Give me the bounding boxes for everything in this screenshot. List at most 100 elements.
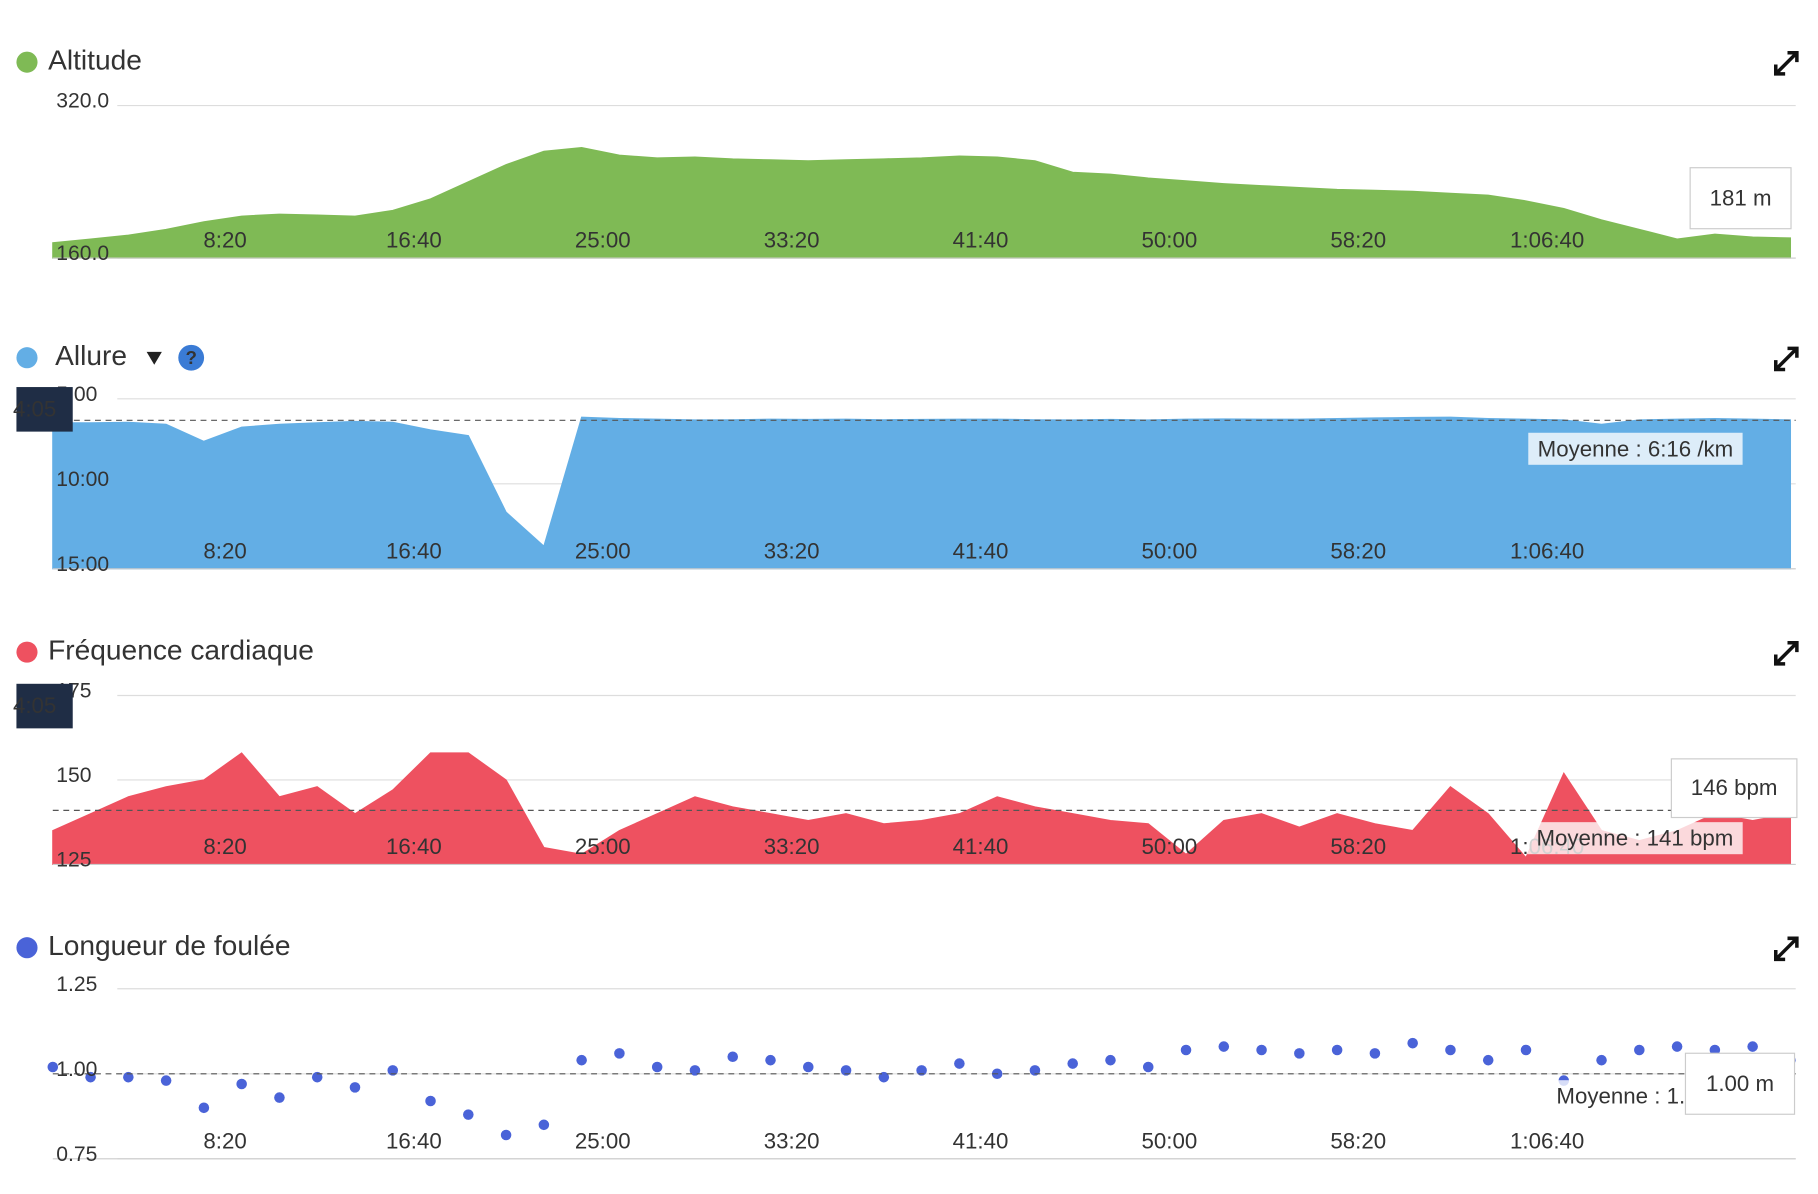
expand-icon[interactable]: [1774, 936, 1799, 962]
point: [651, 1061, 663, 1073]
dropdown-arrow[interactable]: [146, 351, 162, 365]
point: [1067, 1058, 1078, 1069]
x-tick-label: 58:20: [1330, 834, 1386, 859]
point: [1709, 1044, 1721, 1056]
point: [840, 1065, 852, 1076]
y-tick-label: 150: [56, 764, 91, 787]
point: [576, 1054, 587, 1066]
x-tick-label: 1:06:40: [1510, 1128, 1584, 1153]
x-tick-label: 33:20: [764, 228, 820, 253]
x-tick-label: 58:20: [1330, 228, 1386, 253]
point: [1180, 1044, 1192, 1056]
tooltip-box: [1689, 167, 1792, 230]
x-tick-label: 50:00: [1142, 228, 1198, 253]
expand-icon[interactable]: [1774, 640, 1799, 666]
point: [274, 1092, 285, 1103]
point: [538, 1119, 550, 1131]
point: [1596, 1054, 1607, 1066]
help-icon-text: ?: [185, 347, 196, 368]
legend-dot: [16, 347, 38, 369]
area: [52, 146, 1792, 259]
average-label: Moyenne : 141 bpm: [1536, 826, 1733, 851]
x-tick-label: 16:40: [386, 834, 442, 859]
point: [1142, 1061, 1154, 1073]
hover-time-badge: [16, 387, 73, 432]
x-tick-label: 25:00: [575, 228, 631, 253]
point: [311, 1071, 323, 1083]
point: [1445, 1044, 1456, 1056]
legend-dot: [16, 937, 38, 959]
x-tick-label: 33:20: [764, 1128, 820, 1153]
x-tick-label: 41:40: [953, 228, 1009, 253]
average-label: Moyenne : 6:16 /km: [1538, 436, 1734, 461]
x-tick-label: 50:00: [1142, 1128, 1198, 1153]
point: [765, 1054, 776, 1066]
y-tick-label: 160.0: [56, 242, 109, 265]
point: [1671, 1041, 1683, 1052]
x-tick-label: 1:06:40: [1510, 228, 1584, 253]
y-tick-label: 10:00: [56, 468, 109, 491]
point: [954, 1058, 965, 1069]
area: [52, 752, 1792, 866]
y-tick-label: 1.25: [56, 973, 97, 996]
point: [85, 1071, 96, 1083]
point: [614, 1048, 625, 1059]
hover-time-badge: [16, 683, 73, 729]
chart-title: Allure: [55, 340, 127, 371]
point: [425, 1095, 436, 1107]
y-tick-label: 15:00: [56, 553, 109, 576]
y-tick-label: 1.00: [56, 1058, 97, 1081]
x-tick-label: 8:20: [203, 1128, 246, 1153]
point: [1520, 1044, 1532, 1056]
x-tick-label: 8:20: [203, 538, 246, 563]
point: [463, 1109, 474, 1120]
point: [1747, 1041, 1758, 1052]
point: [1369, 1048, 1381, 1059]
point: [198, 1102, 210, 1114]
point: [1634, 1044, 1645, 1056]
point: [689, 1065, 701, 1076]
x-tick-label: 33:20: [764, 834, 820, 859]
help-icon[interactable]: [178, 344, 205, 371]
point: [1256, 1044, 1267, 1056]
point: [1331, 1044, 1343, 1056]
x-tick-label: 41:40: [953, 538, 1009, 563]
point: [727, 1051, 739, 1063]
point: [387, 1065, 399, 1076]
tooltip-text: 1.00 m: [1706, 1071, 1774, 1096]
point: [1029, 1065, 1041, 1076]
tooltip-text: 181 m: [1710, 185, 1772, 210]
point: [803, 1061, 814, 1073]
x-tick-label: 16:40: [386, 228, 442, 253]
x-tick-label: 16:40: [386, 538, 442, 563]
point: [1294, 1048, 1305, 1059]
average-label-bg: [1528, 432, 1743, 465]
tooltip-box: [1670, 758, 1798, 819]
point: [236, 1078, 247, 1090]
point: [1218, 1041, 1230, 1052]
tooltip-text: 146 bpm: [1691, 775, 1778, 800]
x-tick-label: 41:40: [953, 834, 1009, 859]
x-tick-label: 25:00: [575, 834, 631, 859]
y-tick-label: 320.0: [56, 90, 109, 113]
expand-icon[interactable]: [1774, 51, 1799, 76]
point: [916, 1065, 927, 1076]
point: [349, 1082, 361, 1093]
point: [123, 1071, 134, 1083]
x-tick-label: 25:00: [575, 538, 631, 563]
chart-title: Fréquence cardiaque: [48, 635, 314, 666]
x-tick-label: 25:00: [575, 1128, 631, 1153]
x-tick-label: 41:40: [953, 1128, 1009, 1153]
chart-title: Altitude: [48, 45, 142, 76]
point: [1105, 1054, 1116, 1066]
x-tick-label: 8:20: [203, 834, 246, 859]
point: [1482, 1054, 1494, 1066]
y-tick-label: 125: [56, 848, 91, 871]
legend-dot: [16, 641, 38, 663]
point: [47, 1061, 59, 1073]
expand-icon[interactable]: [1774, 346, 1799, 372]
hover-time: 4:05: [13, 693, 56, 718]
x-tick-label: 33:20: [764, 538, 820, 563]
tooltip-box: [1684, 1052, 1796, 1115]
x-tick-label: 58:20: [1330, 1128, 1386, 1153]
